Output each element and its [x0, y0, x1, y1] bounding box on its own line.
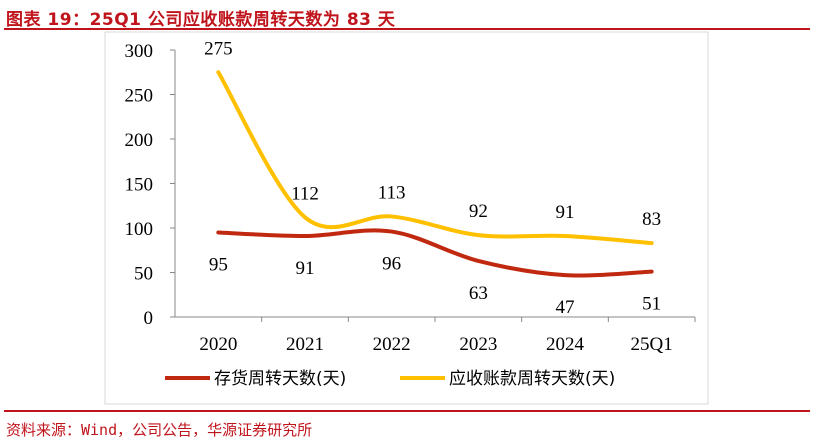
- legend-label-inventory: 存货周转天数(天): [214, 369, 346, 389]
- data-label: 91: [556, 202, 575, 223]
- series-line-inventory-days: [216, 228, 654, 278]
- data-label: 63: [469, 283, 488, 304]
- data-label: 92: [469, 201, 488, 222]
- x-tick-label: 2020: [199, 334, 237, 355]
- source-note: 资料来源：Wind，公司公告，华源证券研究所: [6, 421, 313, 439]
- y-tick-label: 150: [125, 175, 154, 196]
- x-tick-label: 2021: [286, 334, 324, 355]
- data-label: 47: [556, 297, 575, 318]
- y-tick-label: 250: [125, 86, 154, 107]
- data-label: 91: [296, 258, 315, 279]
- y-tick-label: 0: [144, 308, 154, 329]
- x-tick-label: 2024: [546, 334, 585, 355]
- data-label: 112: [291, 183, 319, 204]
- y-tick-label: 200: [125, 130, 154, 151]
- x-tick-label: 25Q1: [631, 334, 673, 355]
- title-divider: [4, 28, 810, 30]
- data-label: 83: [642, 209, 661, 230]
- data-label: 51: [642, 294, 661, 315]
- figure-title: 图表 19：25Q1 公司应收账款周转天数为 83 天: [6, 10, 396, 30]
- chart-frame: [104, 31, 709, 405]
- y-tick-label: 300: [125, 41, 154, 62]
- data-label: 113: [378, 182, 406, 203]
- data-label: 96: [382, 254, 401, 275]
- series-line-receivable-days: [216, 70, 654, 246]
- y-tick-label: 50: [134, 264, 153, 285]
- legend-label-receivable: 应收账款周转天数(天): [449, 369, 615, 389]
- source-divider: [4, 410, 810, 412]
- x-tick-label: 2022: [373, 334, 411, 355]
- y-tick-label: 100: [125, 219, 154, 240]
- x-tick-label: 2023: [459, 334, 497, 355]
- data-label: 95: [209, 254, 228, 275]
- data-label: 275: [204, 38, 233, 59]
